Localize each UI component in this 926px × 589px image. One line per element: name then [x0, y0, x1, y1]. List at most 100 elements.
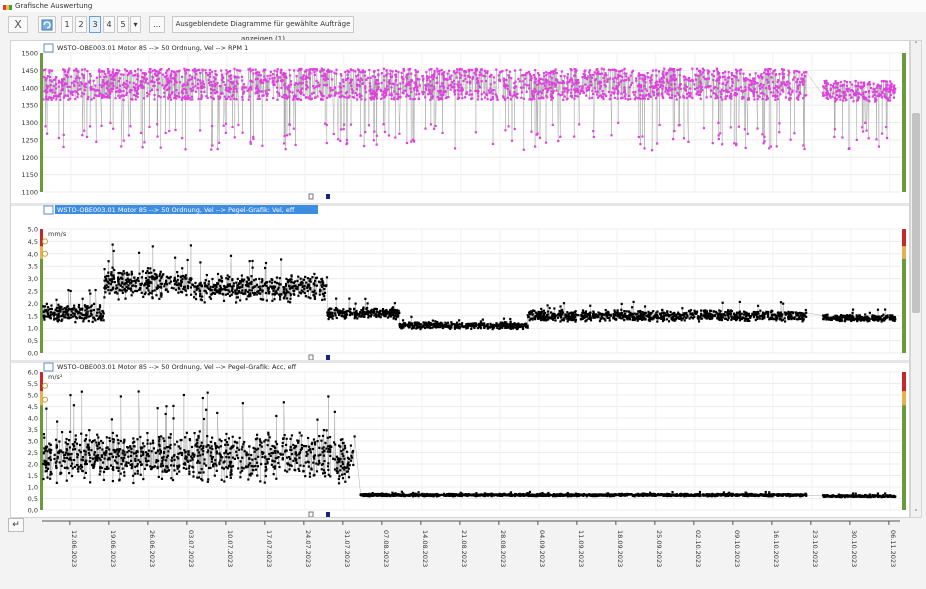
data-point	[768, 88, 770, 90]
data-point	[823, 94, 825, 96]
data-point	[361, 79, 363, 81]
data-point	[153, 94, 155, 96]
data-point	[539, 315, 541, 317]
data-point	[845, 99, 847, 101]
data-point	[763, 136, 765, 138]
data-point	[435, 125, 437, 127]
data-point	[325, 75, 327, 77]
data-point	[409, 68, 411, 70]
data-point	[714, 86, 716, 88]
data-point	[561, 82, 563, 84]
data-point	[623, 319, 625, 321]
data-point	[82, 320, 84, 322]
close-button[interactable]: X	[8, 16, 28, 33]
data-point	[851, 83, 853, 85]
data-point	[759, 88, 761, 90]
data-point	[89, 293, 91, 295]
data-point	[220, 69, 222, 71]
data-point	[889, 99, 891, 101]
data-point	[349, 308, 351, 310]
data-point	[187, 95, 189, 97]
data-point	[259, 285, 261, 287]
data-point	[137, 277, 139, 279]
data-point	[214, 78, 216, 80]
data-point	[266, 95, 268, 97]
layout-3-button[interactable]: 3	[89, 16, 101, 33]
data-point	[148, 126, 150, 128]
data-point	[504, 129, 506, 131]
data-point	[477, 98, 479, 100]
data-point	[696, 87, 698, 89]
refresh-button[interactable]	[38, 16, 56, 33]
data-point	[640, 84, 642, 86]
data-point	[425, 89, 427, 91]
data-point	[680, 317, 682, 319]
data-point	[280, 72, 282, 74]
data-point	[802, 84, 804, 86]
data-point	[805, 94, 807, 96]
data-point	[666, 78, 668, 80]
data-point	[709, 85, 711, 87]
data-point	[560, 75, 562, 77]
threshold-marker-icon[interactable]	[43, 239, 48, 244]
show-hidden-diagrams-button[interactable]: Ausgeblendete Diagramme für gewählte Auf…	[172, 16, 354, 33]
data-point	[210, 298, 212, 300]
data-point	[54, 92, 56, 94]
data-point	[263, 75, 265, 77]
layout-dropdown-button[interactable]: ▾	[130, 16, 141, 33]
chart-panel-2: WSTO-OBE003.01 Motor 85 --> 50 Ordnung, …	[11, 203, 909, 360]
data-point	[868, 96, 870, 98]
data-point	[744, 128, 746, 130]
data-point	[830, 88, 832, 90]
data-point	[379, 310, 381, 312]
range-marker-icon[interactable]	[309, 194, 313, 199]
data-point	[486, 94, 488, 96]
data-point	[629, 318, 631, 320]
data-point	[661, 88, 663, 90]
data-point	[511, 140, 513, 142]
more-button[interactable]: ...	[149, 16, 165, 33]
data-point	[863, 85, 865, 87]
data-point	[126, 80, 128, 82]
data-point	[698, 318, 700, 320]
data-point	[517, 78, 519, 80]
data-point	[714, 97, 716, 99]
data-point	[184, 148, 186, 150]
data-point	[88, 316, 90, 318]
data-point	[542, 89, 544, 91]
layout-4-button[interactable]: 4	[103, 16, 115, 33]
refresh-icon	[41, 19, 53, 31]
chart-settings-icon[interactable]	[44, 44, 53, 52]
data-point	[531, 92, 533, 94]
data-point	[327, 78, 329, 80]
data-point	[595, 90, 597, 92]
left-threshold-band	[40, 229, 43, 246]
layout-5-button[interactable]: 5	[117, 16, 129, 33]
data-point	[258, 74, 260, 76]
layout-1-button[interactable]: 1	[61, 16, 73, 33]
data-point	[380, 98, 382, 100]
data-point	[257, 92, 259, 94]
data-point	[578, 81, 580, 83]
data-point	[717, 97, 719, 99]
data-point	[360, 98, 362, 100]
threshold-marker-icon[interactable]	[43, 251, 48, 256]
data-point	[718, 72, 720, 74]
cursor-marker-icon[interactable]	[326, 194, 330, 199]
layout-2-button[interactable]: 2	[75, 16, 87, 33]
data-point	[532, 94, 534, 96]
data-point	[131, 280, 133, 282]
chart-settings-icon[interactable]	[44, 206, 53, 214]
data-point	[662, 75, 664, 77]
data-point	[62, 80, 64, 82]
data-point	[69, 98, 71, 100]
data-point	[136, 73, 138, 75]
data-point	[610, 314, 612, 316]
data-point	[184, 286, 186, 288]
data-point	[663, 77, 665, 79]
data-point	[767, 81, 769, 83]
data-point	[45, 77, 47, 79]
data-point	[642, 95, 644, 97]
data-point	[695, 79, 697, 81]
data-point	[252, 69, 254, 71]
